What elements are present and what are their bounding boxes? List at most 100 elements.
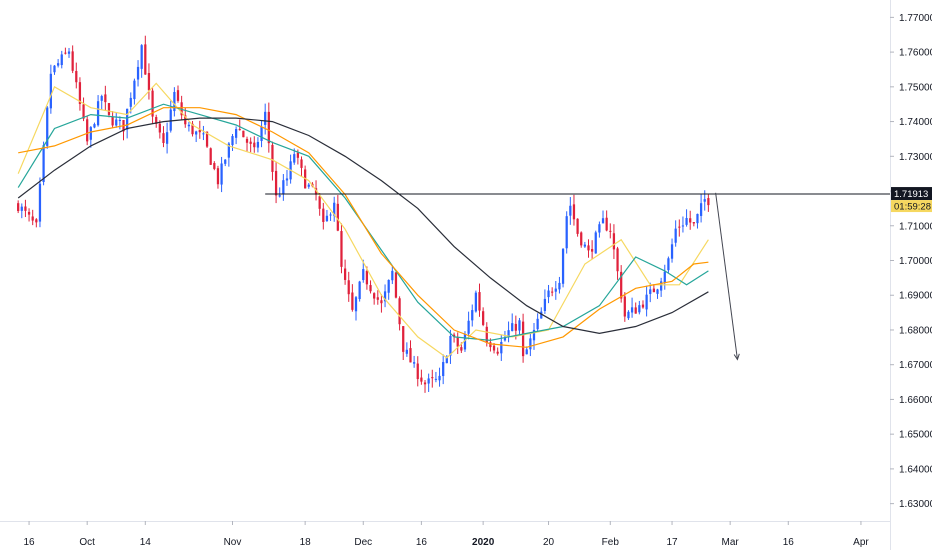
candle-body bbox=[285, 178, 289, 181]
candle-body bbox=[42, 145, 45, 183]
candle-body bbox=[689, 218, 692, 223]
candle-body bbox=[456, 337, 459, 347]
candle-body bbox=[365, 270, 369, 285]
candle-body bbox=[151, 90, 154, 117]
time-tick-label: Oct bbox=[79, 537, 95, 548]
candle-body bbox=[699, 203, 703, 216]
candle-body bbox=[351, 292, 354, 310]
time-tick-label: Apr bbox=[853, 537, 869, 548]
candle-body bbox=[38, 183, 42, 222]
candle-body bbox=[296, 152, 300, 158]
candle-body bbox=[155, 117, 158, 124]
candle-body bbox=[100, 96, 103, 101]
candle-body bbox=[245, 138, 249, 143]
time-tick-label: Mar bbox=[722, 537, 740, 548]
candle-body bbox=[362, 269, 365, 281]
candle-body bbox=[609, 230, 612, 232]
candle-body bbox=[333, 202, 336, 216]
candle-body bbox=[482, 311, 485, 325]
price-tick-label: 1.63000 bbox=[899, 499, 932, 510]
candle-body bbox=[314, 188, 318, 195]
candle-body bbox=[325, 215, 329, 221]
time-tick-label: 16 bbox=[416, 537, 428, 548]
candle-body bbox=[343, 268, 347, 280]
candle-body bbox=[205, 131, 209, 147]
annotations[interactable] bbox=[265, 192, 890, 361]
candle-body bbox=[412, 362, 416, 364]
time-tick-label: 16 bbox=[783, 537, 795, 548]
candle-body bbox=[267, 111, 270, 144]
candle-body bbox=[213, 163, 216, 169]
candle-body bbox=[514, 323, 517, 331]
candle-body bbox=[634, 307, 637, 314]
candle-body bbox=[307, 184, 310, 187]
price-tick-label: 1.68000 bbox=[899, 325, 932, 336]
price-axis[interactable]: 1.770001.760001.750001.740001.730001.720… bbox=[890, 13, 932, 510]
candle-body bbox=[82, 104, 85, 119]
candle-body bbox=[423, 382, 427, 385]
candle-body bbox=[195, 131, 198, 135]
candle-body bbox=[663, 271, 666, 283]
candle-body bbox=[274, 170, 278, 196]
candle-body bbox=[260, 126, 263, 142]
candle-body bbox=[460, 347, 463, 351]
candle-body bbox=[431, 377, 434, 379]
candle-body bbox=[478, 292, 481, 311]
candle-body bbox=[144, 44, 147, 75]
candle-body bbox=[518, 320, 521, 331]
candle-body bbox=[322, 208, 325, 222]
candle-body bbox=[620, 271, 623, 299]
candle-body bbox=[576, 218, 579, 234]
candle-body bbox=[176, 90, 180, 101]
candle-body bbox=[264, 111, 267, 125]
candle-body bbox=[398, 298, 401, 325]
candle-body bbox=[674, 228, 677, 243]
price-tick-label: 1.65000 bbox=[899, 430, 932, 441]
price-tick-label: 1.71000 bbox=[899, 221, 932, 232]
candle-body bbox=[667, 258, 670, 271]
candle-body bbox=[543, 298, 547, 311]
candle-body bbox=[638, 305, 641, 313]
candle-body bbox=[49, 73, 52, 109]
candle-body bbox=[696, 213, 699, 224]
candle-body bbox=[86, 119, 89, 142]
candle-body bbox=[27, 211, 31, 215]
time-tick-label: Dec bbox=[354, 537, 372, 548]
candle-body bbox=[31, 216, 34, 221]
candle-body bbox=[234, 129, 238, 138]
candle-body bbox=[670, 244, 674, 259]
candle-body bbox=[500, 341, 503, 354]
price-tick-label: 1.70000 bbox=[899, 256, 932, 267]
candle-body bbox=[394, 272, 398, 298]
countdown-label: 01:59:28 bbox=[894, 202, 931, 213]
candle-body bbox=[71, 51, 74, 71]
countdown-badge bbox=[891, 200, 932, 213]
time-axis[interactable]: 16 Oct 14 Nov 18 Dec 16 2020 20 Feb 17 Mar 16 Apr bbox=[23, 521, 869, 548]
price-tick-label: 1.74000 bbox=[899, 117, 932, 128]
candle-body bbox=[147, 73, 151, 91]
price-tick-label: 1.64000 bbox=[899, 464, 932, 475]
moving-average-line bbox=[17, 103, 709, 342]
moving-average-line bbox=[17, 117, 709, 335]
candle-body bbox=[231, 136, 234, 146]
candle-body bbox=[96, 101, 100, 126]
candle-body bbox=[442, 362, 445, 377]
down-arrow-line[interactable] bbox=[715, 192, 738, 360]
candle-body bbox=[525, 349, 528, 355]
moving-average-line bbox=[18, 107, 709, 348]
candle-body bbox=[416, 363, 419, 380]
candle-body bbox=[605, 217, 608, 231]
candle-body bbox=[554, 288, 557, 292]
price-tick-label: 1.75000 bbox=[899, 82, 932, 93]
candle-body bbox=[547, 290, 550, 298]
candle-body bbox=[507, 330, 510, 337]
time-tick-label: 2020 bbox=[472, 537, 495, 548]
candle-body bbox=[187, 124, 191, 127]
price-tick-label: 1.76000 bbox=[899, 48, 932, 59]
candle-body bbox=[173, 92, 176, 112]
candle-body bbox=[580, 232, 583, 246]
candle-body bbox=[467, 320, 470, 334]
candle-body bbox=[540, 311, 543, 319]
